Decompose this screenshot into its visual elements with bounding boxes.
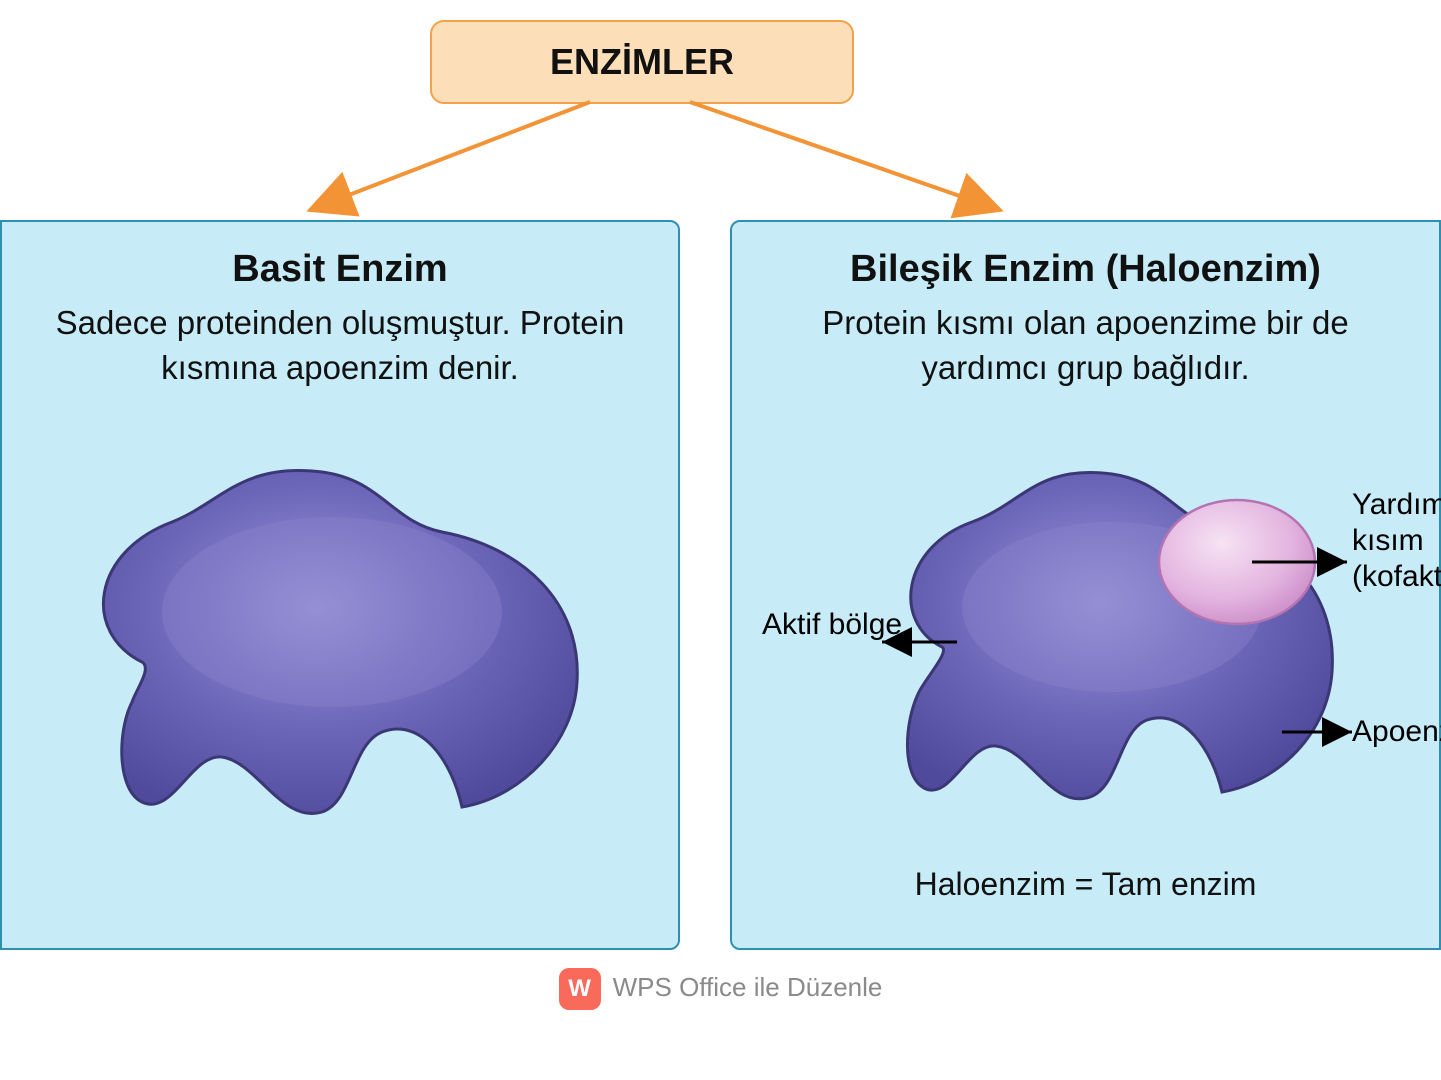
enzyme-complex-figure: Aktif bölge Yardımcı kısım (kofaktör) Ap… [752, 402, 1419, 862]
label-cofactor-l3: (kofaktör) [1352, 559, 1441, 595]
panel-right-caption: Haloenzim = Tam enzim [752, 866, 1419, 903]
label-active-site-text: Aktif bölge [762, 607, 902, 643]
label-apoenzim: Apoenzim [1352, 714, 1441, 750]
label-cofactor: Yardımcı kısım (kofaktör) [1352, 487, 1441, 595]
label-cofactor-l1: Yardımcı [1352, 487, 1441, 523]
panel-left-title: Basit Enzim [22, 248, 658, 291]
wps-icon: W [559, 968, 601, 1010]
label-cofactor-l2: kısım [1352, 523, 1441, 559]
panel-bilesik-enzim: Bileşik Enzim (Haloenzim) Protein kısmı … [730, 220, 1441, 950]
title-text: ENZİMLER [550, 41, 734, 83]
label-active-site: Aktif bölge [762, 607, 902, 643]
panel-basit-enzim: Basit Enzim Sadece proteinden oluşmuştur… [0, 220, 680, 950]
panel-right-desc: Protein kısmı olan apoenzime bir de yard… [769, 301, 1403, 390]
panel-right-title: Bileşik Enzim (Haloenzim) [752, 248, 1419, 291]
label-apoenzim-text: Apoenzim [1352, 714, 1441, 750]
footer-watermark: W WPS Office ile Düzenle [0, 968, 1441, 1010]
enzyme-highlight [162, 517, 502, 707]
title-box: ENZİMLER [430, 20, 854, 104]
panel-left-desc: Sadece proteinden oluşmuştur. Protein kı… [38, 301, 642, 390]
footer-text: WPS Office ile Düzenle [613, 972, 883, 1002]
enzyme-simple-figure [22, 402, 658, 862]
enzyme-simple-svg [22, 402, 662, 862]
